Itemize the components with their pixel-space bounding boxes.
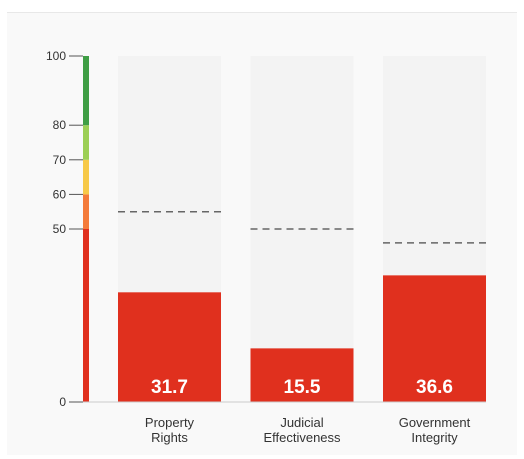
value-label-0: 31.7: [151, 377, 188, 398]
bar-2: [383, 275, 486, 402]
y-tick-label-70: 70: [53, 153, 67, 167]
category-label-2: Government Integrity: [399, 415, 471, 445]
category-label-0: Property Rights: [145, 415, 195, 445]
value-label-1: 15.5: [284, 377, 321, 398]
scale-band-3: [83, 125, 89, 160]
category-label-line: Judicial: [280, 415, 323, 430]
category-label-line: Government: [399, 415, 471, 430]
scale-band-0: [83, 229, 89, 402]
bar-0: [118, 292, 221, 402]
y-tick-label-80: 80: [53, 118, 67, 132]
y-tick-label-0: 0: [59, 395, 66, 409]
category-label-line: Effectiveness: [263, 430, 341, 445]
y-tick-label-60: 60: [53, 187, 67, 201]
y-tick-label-50: 50: [53, 222, 67, 236]
category-label-line: Integrity: [411, 430, 458, 445]
category-label-1: Judicial Effectiveness: [263, 415, 341, 445]
y-tick-label-100: 100: [46, 49, 66, 63]
value-label-2: 36.6: [416, 377, 453, 398]
category-label-line: Rights: [151, 430, 188, 445]
bar-1: [250, 348, 354, 402]
scale-band-2: [83, 159, 89, 195]
category-label-line: Property: [145, 415, 195, 430]
scale-band-1: [83, 194, 89, 229]
scale-band-4: [83, 56, 89, 126]
